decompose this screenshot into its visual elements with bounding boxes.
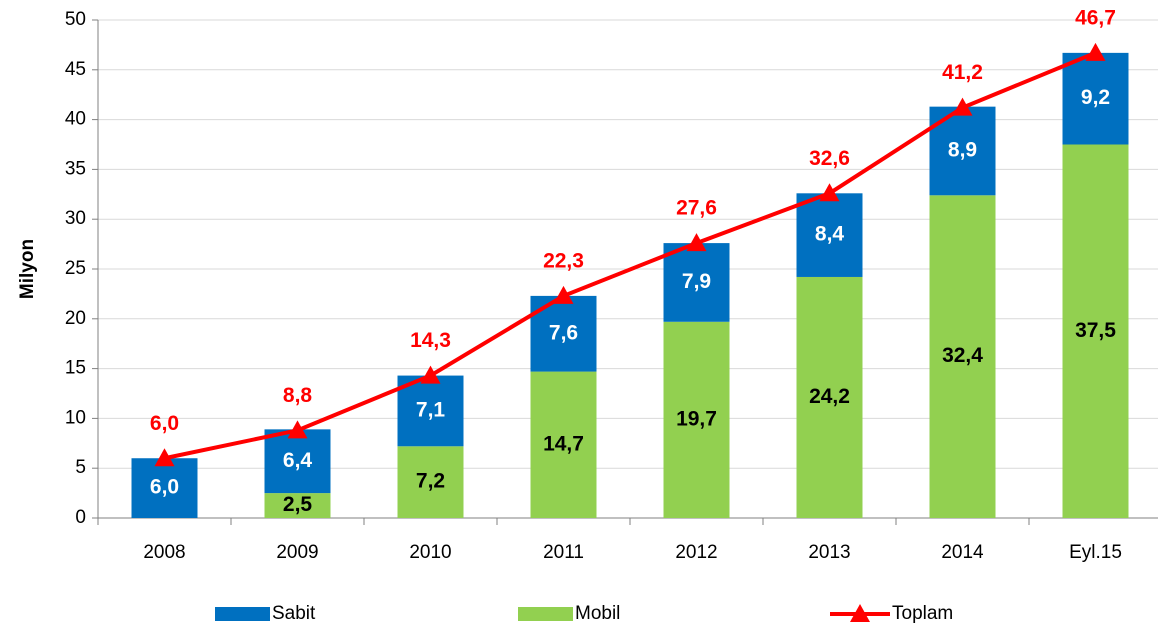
- x-tick-label: 2012: [675, 542, 717, 563]
- legend-swatch: [518, 607, 573, 621]
- data-label: 6,4: [283, 449, 313, 472]
- x-tick-label: 2011: [543, 542, 584, 563]
- y-tick-label: 20: [65, 308, 86, 329]
- x-tick-label: 2013: [808, 542, 850, 563]
- line-marker: [420, 365, 441, 384]
- y-tick-label: 50: [65, 9, 86, 30]
- y-tick-label: 15: [65, 358, 86, 379]
- x-tick-label: 2008: [143, 542, 185, 563]
- data-label: 8,4: [815, 223, 845, 246]
- y-tick-label: 35: [65, 158, 86, 179]
- x-tick-label: Eyl.15: [1069, 542, 1122, 563]
- legend-label: Toplam: [892, 603, 953, 624]
- data-label: 32,4: [942, 344, 983, 367]
- bar-segment: [929, 195, 996, 518]
- data-label: 32,6: [809, 147, 850, 170]
- data-label: 46,7: [1075, 6, 1116, 29]
- data-label: 14,3: [410, 329, 451, 352]
- data-label: 2,5: [283, 493, 313, 516]
- bar-segment: [530, 371, 597, 518]
- x-tick-label: 2010: [409, 542, 451, 563]
- y-axis-label: Milyon: [17, 239, 38, 299]
- data-label: 7,9: [682, 270, 711, 293]
- legend-swatch: [850, 604, 870, 622]
- data-label: 14,7: [543, 432, 584, 455]
- bar-segment: [397, 446, 464, 518]
- data-label: 7,1: [416, 398, 446, 421]
- y-tick-label: 5: [75, 457, 86, 478]
- line-marker: [154, 448, 175, 467]
- line-marker: [686, 233, 707, 252]
- bar-segment: [1062, 52, 1129, 145]
- bar-segment: [131, 458, 198, 518]
- bar-segment: [264, 429, 331, 494]
- bar-segment: [796, 193, 863, 277]
- data-label: 37,5: [1075, 319, 1116, 342]
- bar-segment: [663, 321, 730, 518]
- bar-segment: [397, 375, 464, 447]
- y-tick-label: 0: [75, 507, 86, 528]
- data-label: 19,7: [676, 407, 717, 430]
- data-label: 6,0: [150, 412, 179, 435]
- data-label: 7,2: [416, 470, 445, 493]
- y-tick-label: 25: [65, 258, 86, 279]
- x-tick-label: 2014: [941, 542, 984, 563]
- data-label: 9,2: [1081, 86, 1110, 109]
- bar-segment: [796, 276, 863, 518]
- bar-segment: [264, 493, 331, 518]
- data-label: 24,2: [809, 385, 850, 408]
- line-marker: [952, 97, 973, 116]
- legend-swatch: [215, 607, 270, 621]
- data-label: 8,8: [283, 384, 313, 407]
- data-label: 22,3: [543, 249, 584, 272]
- y-tick-label: 40: [65, 109, 86, 130]
- y-tick-label: 10: [65, 407, 86, 428]
- line-marker: [287, 420, 308, 439]
- y-tick-label: 30: [65, 208, 86, 229]
- data-label: 8,9: [948, 139, 977, 162]
- bar-segment: [1062, 144, 1129, 518]
- data-label: 27,6: [676, 197, 717, 220]
- legend-label: Mobil: [575, 603, 620, 624]
- line-marker: [1085, 42, 1106, 61]
- data-label: 7,6: [549, 321, 578, 344]
- y-tick-label: 45: [65, 59, 86, 80]
- data-label: 6,0: [150, 476, 179, 499]
- bar-segment: [663, 243, 730, 322]
- data-label: 41,2: [942, 61, 983, 84]
- line: [164, 51, 1097, 461]
- line-marker: [819, 183, 840, 202]
- x-tick-label: 2009: [276, 542, 318, 563]
- line-marker: [553, 285, 574, 304]
- legend-label: Sabit: [272, 603, 316, 624]
